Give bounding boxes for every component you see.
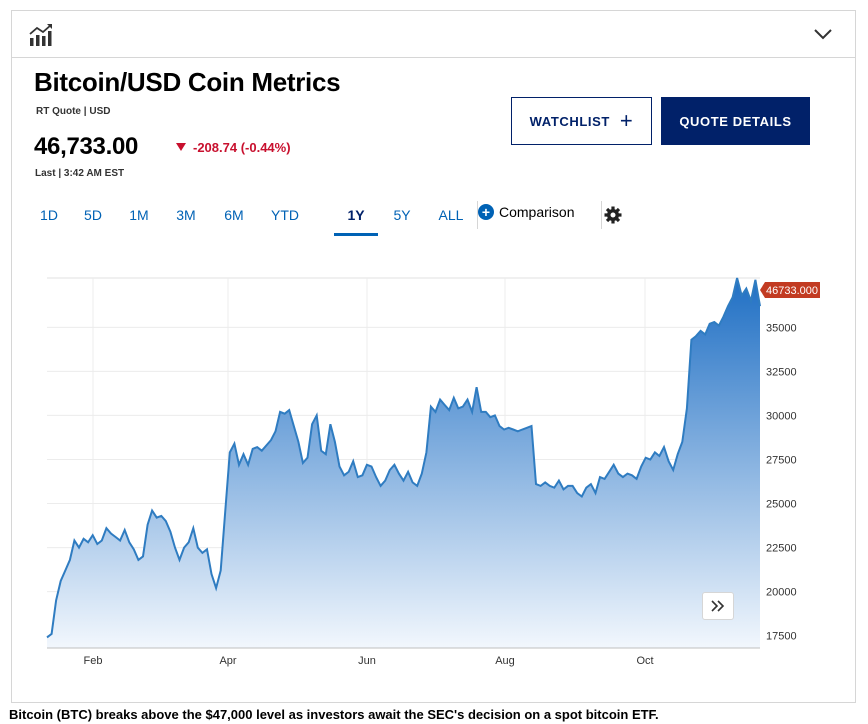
article-caption: Bitcoin (BTC) breaks above the $47,000 l… (9, 707, 659, 722)
expand-chart-button[interactable] (702, 592, 734, 620)
price-line (46, 277, 761, 639)
x-tick-label: Feb (84, 655, 103, 667)
price-area (47, 278, 760, 648)
tab-5d[interactable]: 5D (84, 207, 102, 223)
x-tick-label: Apr (219, 655, 236, 667)
quote-details-label: QUOTE DETAILS (679, 113, 792, 129)
double-chevron-right-icon (711, 600, 725, 612)
y-tick-label: 35000 (766, 322, 797, 334)
y-tick-label: 25000 (766, 499, 797, 511)
tab-3m[interactable]: 3M (176, 207, 196, 223)
tab-1m[interactable]: 1M (129, 207, 149, 223)
gear-icon[interactable] (603, 205, 623, 225)
y-tick-label: 30000 (766, 410, 797, 422)
tab-6m[interactable]: 6M (224, 207, 244, 223)
y-tick-label: 17500 (766, 631, 797, 643)
y-tick-label: 27500 (766, 454, 797, 466)
last-value-label: 46733.000 (766, 285, 818, 297)
tab-5y[interactable]: 5Y (393, 207, 411, 223)
price-change: -208.74 (-0.44%) (176, 140, 291, 155)
add-circle-icon: + (478, 204, 494, 220)
card-header (12, 11, 855, 58)
down-arrow-icon (176, 143, 186, 151)
watchlist-label: WATCHLIST (529, 113, 610, 129)
tab-1d[interactable]: 1D (40, 207, 58, 223)
comparison-label: Comparison (499, 204, 575, 220)
x-tick-label: Aug (495, 655, 515, 667)
y-tick-label: 20000 (766, 587, 797, 599)
last-price: 46,733.00 (34, 133, 139, 160)
last-value-tag: 46733.000 (760, 282, 820, 298)
quote-details-button[interactable]: QUOTE DETAILS (661, 97, 810, 145)
price-change-value: -208.74 (-0.44%) (193, 140, 291, 155)
chevron-down-icon[interactable] (813, 25, 833, 41)
settings-divider (601, 201, 602, 229)
x-tick-label: Oct (636, 655, 653, 667)
last-trade-time: Last | 3:42 AM EST (35, 168, 125, 179)
y-tick-label: 32500 (766, 366, 797, 378)
tab-1y[interactable]: 1Y (334, 200, 378, 236)
y-tick-label: 22500 (766, 543, 797, 555)
comparison-button[interactable]: + Comparison (478, 204, 574, 220)
tab-all[interactable]: ALL (438, 207, 464, 223)
quote-subtitle: RT Quote | USD (36, 106, 111, 117)
plus-icon: + (619, 108, 634, 133)
watchlist-button[interactable]: WATCHLIST + (511, 97, 652, 145)
x-tick-label: Jun (358, 655, 376, 667)
bar-chart-trend-icon[interactable] (28, 23, 54, 47)
tab-divider (477, 201, 478, 229)
page-title: Bitcoin/USD Coin Metrics (34, 67, 341, 97)
tab-ytd[interactable]: YTD (271, 207, 299, 223)
